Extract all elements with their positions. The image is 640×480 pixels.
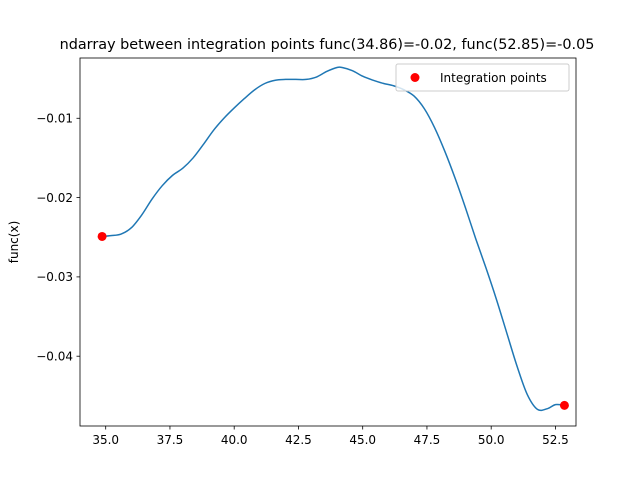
legend-marker xyxy=(410,73,420,82)
integration-point xyxy=(559,400,569,410)
y-tick-label: −0.02 xyxy=(36,191,73,205)
x-axis: 35.0 37.5 40.0 42.5 45.0 47.5 50.0 52.5 xyxy=(92,426,569,447)
x-tick-label: 50.0 xyxy=(478,433,505,447)
chart-title: ndarray between integration points func(… xyxy=(60,37,595,53)
x-tick-label: 45.0 xyxy=(349,433,376,447)
series-layer xyxy=(97,66,569,412)
y-axis-label: func(x) xyxy=(7,221,21,264)
legend: Integration points xyxy=(395,63,570,92)
legend-box xyxy=(395,63,570,92)
axes-frame xyxy=(79,57,577,427)
plot-area xyxy=(79,57,577,427)
y-axis: −0.04 −0.03 −0.02 −0.01 xyxy=(36,112,80,364)
y-tick-label: −0.03 xyxy=(36,270,73,284)
y-tick-label: −0.01 xyxy=(36,112,73,126)
series-line xyxy=(102,66,565,412)
legend-label: Integration points xyxy=(440,71,547,85)
x-tick-label: 40.0 xyxy=(221,433,248,447)
x-tick-label: 35.0 xyxy=(92,433,119,447)
x-tick-label: 37.5 xyxy=(157,433,184,447)
x-tick-label: 47.5 xyxy=(414,433,441,447)
y-tick-label: −0.04 xyxy=(36,350,73,364)
x-tick-label: 42.5 xyxy=(285,433,312,447)
integration-point xyxy=(97,231,107,241)
x-tick-label: 52.5 xyxy=(542,433,569,447)
